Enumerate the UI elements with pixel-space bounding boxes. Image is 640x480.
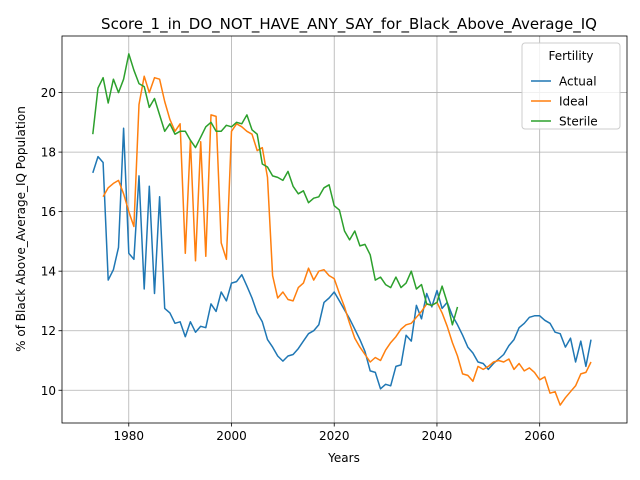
y-axis-label: % of Black Above_Average_IQ Population: [14, 106, 28, 352]
x-tick-label: 2040: [422, 429, 453, 443]
plot-area-frame: [61, 35, 628, 424]
x-tick-label: 2000: [216, 429, 247, 443]
x-axis-ticks: 1980 2000 2020 2040 2060: [113, 423, 555, 443]
series-line-actual: [92, 127, 592, 390]
y-tick-label: 16: [41, 205, 56, 219]
chart-title: Score_1_in_DO_NOT_HAVE_ANY_SAY_for_Black…: [101, 15, 597, 34]
x-tick-label: 2020: [319, 429, 350, 443]
legend-label-ideal: Ideal: [559, 95, 588, 109]
legend-box: [521, 42, 621, 130]
y-tick-label: 18: [41, 146, 56, 160]
legend-title: Fertility: [548, 49, 593, 63]
series-line-ideal: [102, 75, 592, 406]
x-axis-label: Years: [327, 451, 360, 465]
y-tick-label: 14: [41, 265, 56, 279]
grid-lines: [62, 36, 627, 423]
y-tick-label: 20: [41, 86, 56, 100]
x-tick-label: 2060: [524, 429, 555, 443]
series-lines: [92, 53, 592, 406]
legend-label-actual: Actual: [559, 75, 597, 89]
series-line-sterile: [92, 53, 459, 326]
legend-label-sterile: Sterile: [559, 115, 598, 129]
x-tick-label: 1980: [113, 429, 144, 443]
y-axis-ticks: 10 12 14 16 18 20: [41, 86, 62, 398]
y-tick-label: 10: [41, 384, 56, 398]
y-tick-label: 12: [41, 324, 56, 338]
legend: Fertility Actual Ideal Sterile: [521, 42, 621, 130]
